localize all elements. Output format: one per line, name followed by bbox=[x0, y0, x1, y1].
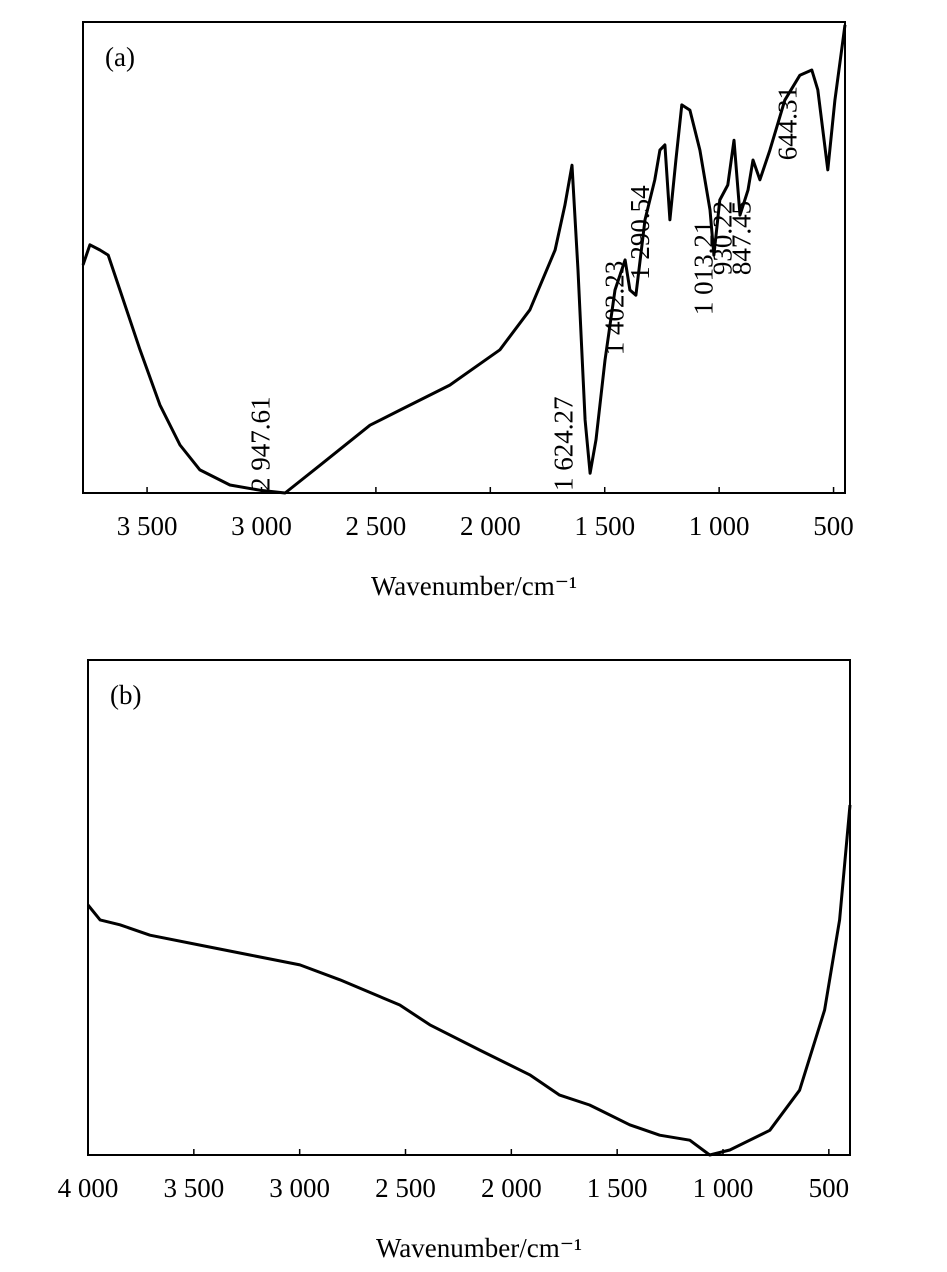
panel-label: (b) bbox=[110, 680, 141, 710]
x-tick-label: 2 500 bbox=[346, 511, 407, 541]
peak-label: 1 402.23 bbox=[599, 261, 629, 356]
peak-label: 1 290.54 bbox=[625, 185, 655, 280]
spectrum-line bbox=[86, 804, 852, 1157]
x-tick-label: 500 bbox=[813, 511, 854, 541]
panel-label: (a) bbox=[105, 42, 135, 72]
spectrum-line bbox=[81, 24, 847, 495]
x-tick-label: 2 000 bbox=[460, 511, 521, 541]
peak-label: 1 013.21 bbox=[688, 221, 718, 316]
x-tick-label: 1 500 bbox=[587, 1173, 648, 1203]
x-tick-label: 3 000 bbox=[231, 511, 292, 541]
plot-frame bbox=[82, 21, 846, 494]
plot-frame bbox=[87, 659, 851, 1156]
x-tick-label: 3 500 bbox=[117, 511, 178, 541]
x-tick-label: 2 000 bbox=[481, 1173, 542, 1203]
x-tick-label: 500 bbox=[809, 1173, 850, 1203]
peak-label: 847.45 bbox=[726, 201, 756, 275]
x-axis-label: Wavenumber/cm⁻¹ bbox=[371, 571, 577, 601]
x-axis-label: Wavenumber/cm⁻¹ bbox=[376, 1233, 582, 1263]
x-tick-label: 3 500 bbox=[163, 1173, 224, 1203]
peak-label: 2 947.61 bbox=[246, 397, 276, 492]
x-tick-label: 1 000 bbox=[693, 1173, 754, 1203]
x-tick-label: 1 000 bbox=[689, 511, 750, 541]
x-tick-label: 1 500 bbox=[574, 511, 635, 541]
peak-label: 1 624.27 bbox=[548, 397, 578, 492]
peak-label: 930.22 bbox=[707, 201, 737, 275]
x-tick-label: 2 500 bbox=[375, 1173, 436, 1203]
peak-label: 644.31 bbox=[773, 86, 803, 160]
x-tick-label: 4 000 bbox=[58, 1173, 119, 1203]
x-tick-label: 3 000 bbox=[269, 1173, 330, 1203]
